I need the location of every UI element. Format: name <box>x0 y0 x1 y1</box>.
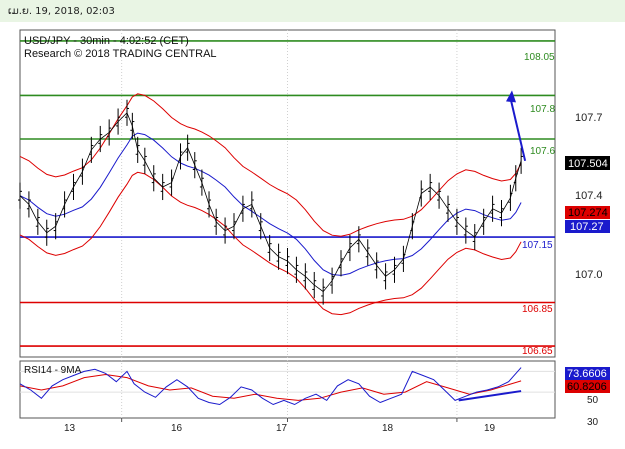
level-label-107-6: 107.6 <box>530 146 555 157</box>
rsi-tag-text: 73.6606 <box>567 368 607 380</box>
rsi-ma-line <box>19 373 522 401</box>
x-tick-label: 19 <box>484 423 496 434</box>
rsi-divergence-line <box>458 390 522 402</box>
x-tick-label: 18 <box>382 423 394 434</box>
lower-bollinger-band <box>19 171 522 316</box>
upper-band-text: 107.274 <box>568 207 608 219</box>
day-separators <box>121 30 458 422</box>
top-status-bar: ເມ.ຍ. 19, 2018, 02:03 <box>0 0 625 22</box>
forecast-arrow-shaft <box>510 100 527 162</box>
rsi-title: RSI14 - 9MA <box>24 365 82 376</box>
price-close-line <box>19 112 522 293</box>
chart-title: USD/JPY - 30min - 4:02:52 (CET) <box>24 35 189 47</box>
rsi-tick-label: 50 <box>587 395 599 406</box>
rsi-tick-label: 30 <box>587 417 599 428</box>
y-tick-label: 107.7 <box>575 112 603 124</box>
x-tick-label: 17 <box>276 423 288 434</box>
upper-bollinger-band <box>19 93 522 237</box>
y-tick-label: 107.4 <box>575 190 603 202</box>
level-label-106-85: 106.85 <box>522 304 553 315</box>
level-label-108-05: 108.05 <box>524 52 555 63</box>
rsi-ma-tag-text: 60.8206 <box>567 381 607 393</box>
last-price-text: 107.504 <box>568 158 608 170</box>
price-series <box>18 93 524 316</box>
level-label-106-65: 106.65 <box>522 346 553 357</box>
x-tick-label: 16 <box>171 423 183 434</box>
rsi-ma-tag <box>565 380 610 393</box>
forecast-arrow-head <box>506 90 516 103</box>
rsi-series <box>19 367 555 406</box>
rsi-tag <box>565 367 610 380</box>
ma-tag <box>565 220 610 233</box>
datetime-label: ເມ.ຍ. 19, 2018, 02:03 <box>8 6 115 17</box>
chart-subtitle: Research © 2018 TRADING CENTRAL <box>24 48 217 60</box>
upper-band-tag <box>565 206 610 219</box>
level-label-107-8: 107.8 <box>530 104 555 115</box>
level-label-107-15: 107.15 <box>522 240 553 251</box>
x-tick-label: 13 <box>64 423 76 434</box>
rsi-line <box>19 367 522 406</box>
moving-average-line <box>19 132 522 276</box>
ma-text: 107.27 <box>570 221 604 233</box>
y-tick-label: 107.0 <box>575 269 603 281</box>
forecast-arrow <box>506 90 527 162</box>
last-price-tag <box>565 156 610 170</box>
